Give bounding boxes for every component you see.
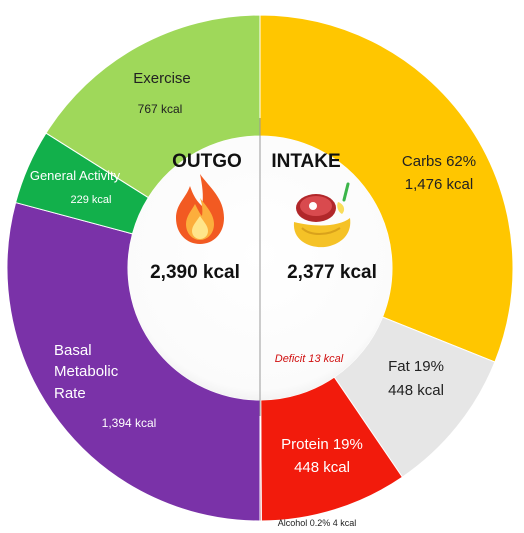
- outgo-title: OUTGO: [172, 151, 242, 172]
- intake-alcohol-segment: [259, 399, 262, 522]
- carbs-label-line-2: 1,476 kcal: [405, 176, 473, 193]
- bmr-label-line-1: Basal: [54, 342, 92, 359]
- general-activity-label: General Activity: [30, 168, 121, 183]
- fat-label-line-1: Fat 19%: [388, 358, 444, 375]
- outgo-segments: [6, 14, 261, 522]
- intake-title: INTAKE: [271, 151, 340, 172]
- fat-label-line-2: 448 kcal: [388, 382, 444, 399]
- protein-label-line-2: 448 kcal: [294, 459, 350, 476]
- fire-icon: [176, 174, 224, 244]
- protein-label-line-1: Protein 19%: [281, 436, 363, 453]
- alcohol-label: Alcohol 0.2% 4 kcal: [278, 518, 357, 528]
- deficit-label: Deficit 13 kcal: [275, 353, 344, 365]
- exercise-kcal-label: 767 kcal: [138, 102, 183, 116]
- bmr-label-line-2: Metabolic: [54, 363, 119, 380]
- bmr-kcal-label: 1,394 kcal: [102, 416, 157, 430]
- food-icon: [293, 182, 351, 248]
- exercise-label: Exercise: [133, 70, 191, 87]
- intake-total: 2,377 kcal: [287, 262, 377, 283]
- bmr-label-line-3: Rate: [54, 385, 86, 402]
- segment-labels: Exercise 767 kcal General Activity 229 k…: [30, 70, 476, 528]
- carbs-label-line-1: Carbs 62%: [402, 153, 476, 170]
- general-activity-kcal-label: 229 kcal: [71, 194, 112, 206]
- intake-segments: [259, 14, 514, 522]
- outgo-total: 2,390 kcal: [150, 262, 240, 283]
